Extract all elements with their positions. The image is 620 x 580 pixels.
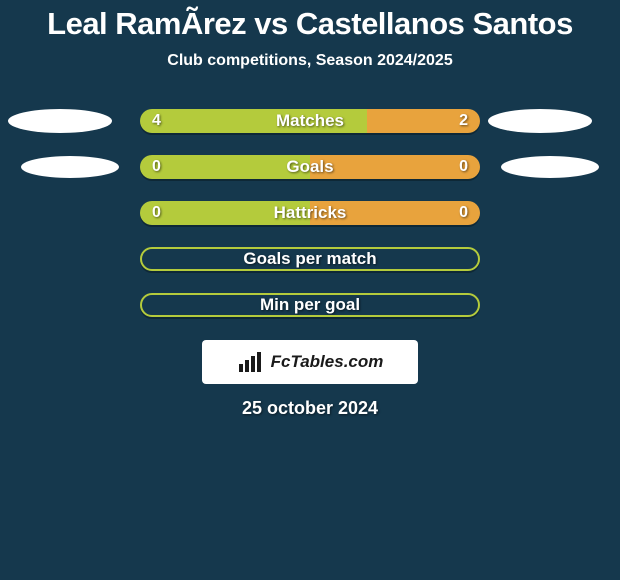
subtitle: Club competitions, Season 2024/2025 [0, 52, 620, 70]
comparison-infographic: Leal RamÃ­rez vs Castellanos Santos Club… [0, 0, 620, 580]
stat-label: Matches [140, 109, 480, 133]
stat-bar: Min per goal [140, 293, 480, 317]
stat-label: Hattricks [140, 201, 480, 225]
player-ellipse [8, 109, 112, 133]
stat-row: 00Hattricks [0, 190, 620, 236]
stat-row: Min per goal [0, 282, 620, 328]
date-text: 25 october 2024 [0, 398, 620, 419]
page-title: Leal RamÃ­rez vs Castellanos Santos [0, 0, 620, 42]
stat-bar: Goals per match [140, 247, 480, 271]
stat-label: Min per goal [142, 295, 478, 315]
stat-bar: 00Hattricks [140, 201, 480, 225]
player-ellipse [501, 156, 599, 178]
brand-text: FcTables.com [271, 352, 384, 372]
stat-row: Goals per match [0, 236, 620, 282]
brand-bars-icon [237, 350, 265, 374]
player-ellipse [21, 156, 119, 178]
stat-label: Goals per match [142, 249, 478, 269]
stat-bar: 00Goals [140, 155, 480, 179]
stat-bar: 42Matches [140, 109, 480, 133]
brand-box: FcTables.com [202, 340, 418, 384]
stat-label: Goals [140, 155, 480, 179]
player-ellipse [488, 109, 592, 133]
